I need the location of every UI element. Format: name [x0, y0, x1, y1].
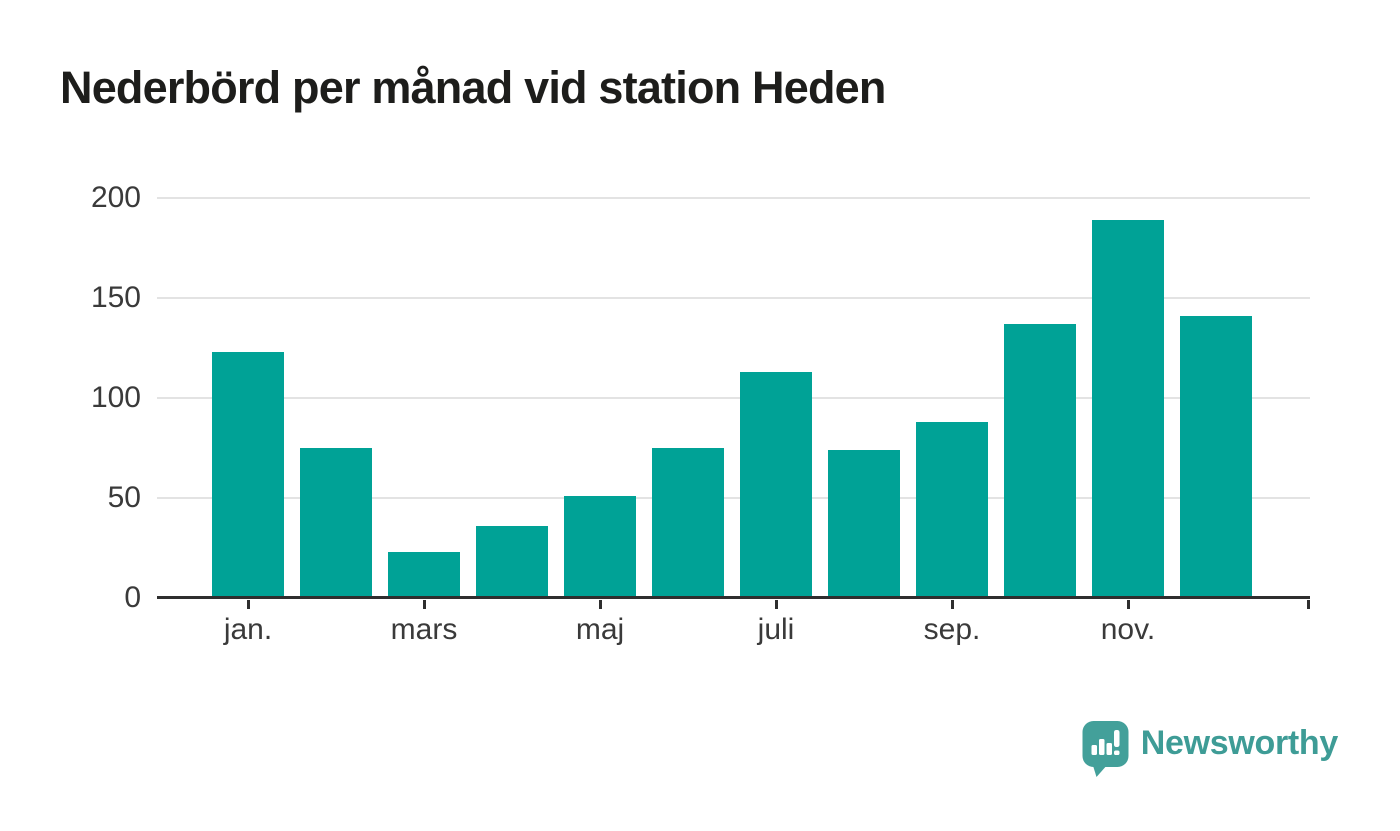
- bar-month-5: [564, 496, 636, 596]
- x-tick: [774, 600, 778, 609]
- y-tick-label: 0: [124, 580, 141, 614]
- x-tick-label: jan.: [223, 613, 273, 646]
- y-tick-label: 200: [90, 180, 141, 214]
- bar-month-3: [388, 552, 460, 596]
- x-axis-line: [157, 596, 1310, 599]
- x-tick: [950, 600, 954, 609]
- newsworthy-branding: Newsworthy: [1082, 720, 1338, 778]
- x-tick: [422, 600, 426, 609]
- x-tick-label: maj: [575, 613, 625, 646]
- gridline-y-100: [157, 396, 1310, 399]
- bar-month-1: [212, 352, 284, 596]
- bar-month-12: [1180, 316, 1252, 596]
- newsworthy-speech-bubble-chart-icon: [1082, 721, 1129, 777]
- bar-month-7: [740, 372, 812, 596]
- bar-month-4: [476, 526, 548, 596]
- bar-month-9: [916, 422, 988, 596]
- x-tick-label: mars: [390, 613, 458, 646]
- newsworthy-wordmark: Newsworthy: [1140, 724, 1339, 762]
- x-tick: [598, 600, 602, 609]
- bar-month-10: [1004, 324, 1076, 596]
- bar-month-11: [1092, 220, 1164, 596]
- y-tick-label: 150: [90, 280, 141, 314]
- gridline-y-200: [157, 196, 1310, 199]
- x-axis-end-tick: [1307, 600, 1310, 609]
- bar-month-6: [652, 448, 724, 596]
- bar-month-2: [300, 448, 372, 596]
- gridline-y-50: [157, 496, 1310, 499]
- bar-month-8: [828, 450, 900, 596]
- bar-chart-plot-area: 0 50 100 150 200 jan. mars maj juli sep. nov.: [90, 180, 1310, 646]
- x-tick-label: nov.: [1100, 613, 1156, 646]
- x-tick-label: sep.: [923, 613, 981, 646]
- y-tick-label: 50: [107, 480, 141, 514]
- chart-title: Nederbörd per månad vid station Heden: [60, 62, 886, 113]
- x-tick: [1126, 600, 1130, 609]
- x-tick: [246, 600, 250, 609]
- gridline-y-150: [157, 296, 1310, 299]
- y-tick-label: 100: [90, 380, 141, 414]
- x-tick-label: juli: [757, 613, 795, 646]
